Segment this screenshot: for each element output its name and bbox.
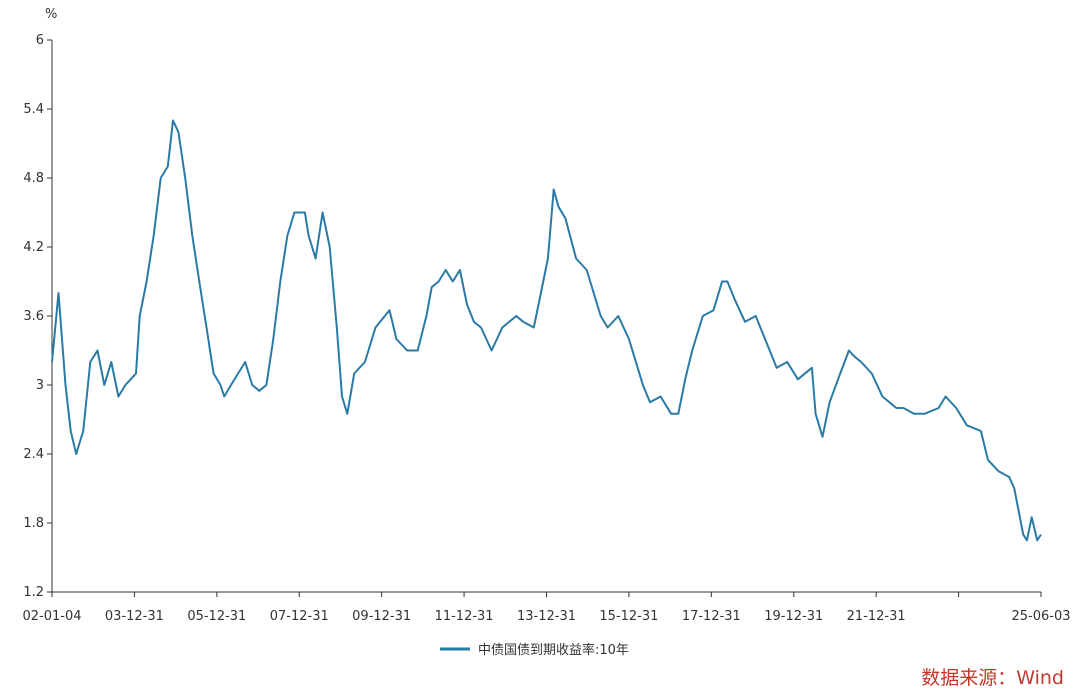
x-tick-label: 19-12-31 [764, 609, 823, 624]
y-tick-label: 6 [36, 33, 44, 48]
y-tick-label: 1.2 [23, 585, 44, 600]
y-tick-label: 3.6 [23, 309, 44, 324]
x-tick-label: 15-12-31 [599, 609, 658, 624]
series-group [51, 119, 1042, 542]
legend[interactable]: 中债国债到期收益率:10年 [440, 642, 629, 658]
y-tick-label: 3 [36, 378, 44, 393]
y-tick-label: 5.4 [23, 102, 44, 117]
x-tick-label: 17-12-31 [682, 609, 741, 624]
x-tick-label: 11-12-31 [435, 609, 494, 624]
source-note: 数据来源：Wind [921, 667, 1064, 689]
y-tick-label: 4.8 [23, 171, 44, 186]
x-tick-label: 25-06-03 [1011, 609, 1070, 624]
legend-label: 中债国债到期收益率:10年 [478, 642, 629, 658]
x-tick-label: 02-01-04 [22, 609, 81, 624]
y-tick-label: 1.8 [23, 516, 44, 531]
y-tick-label: 2.4 [23, 447, 44, 462]
x-tick-label: 03-12-31 [105, 609, 164, 624]
y-axis-unit-label: % [45, 7, 57, 22]
x-axis: 02-01-04 03-12-31 05-12-31 07-12-31 09-12-31… [22, 591, 1071, 624]
y-axis: 6 5.4 4.8 4.2 3.6 3 2.4 1.8 1.2 [23, 33, 53, 600]
x-tick-label: 21-12-31 [847, 609, 906, 624]
x-tick-label: 09-12-31 [352, 609, 411, 624]
x-tick-label: 05-12-31 [187, 609, 246, 624]
y-tick-label: 4.2 [23, 240, 44, 255]
series-line [51, 119, 1042, 542]
x-tick-label: 13-12-31 [517, 609, 576, 624]
x-tick-label: 07-12-31 [270, 609, 329, 624]
